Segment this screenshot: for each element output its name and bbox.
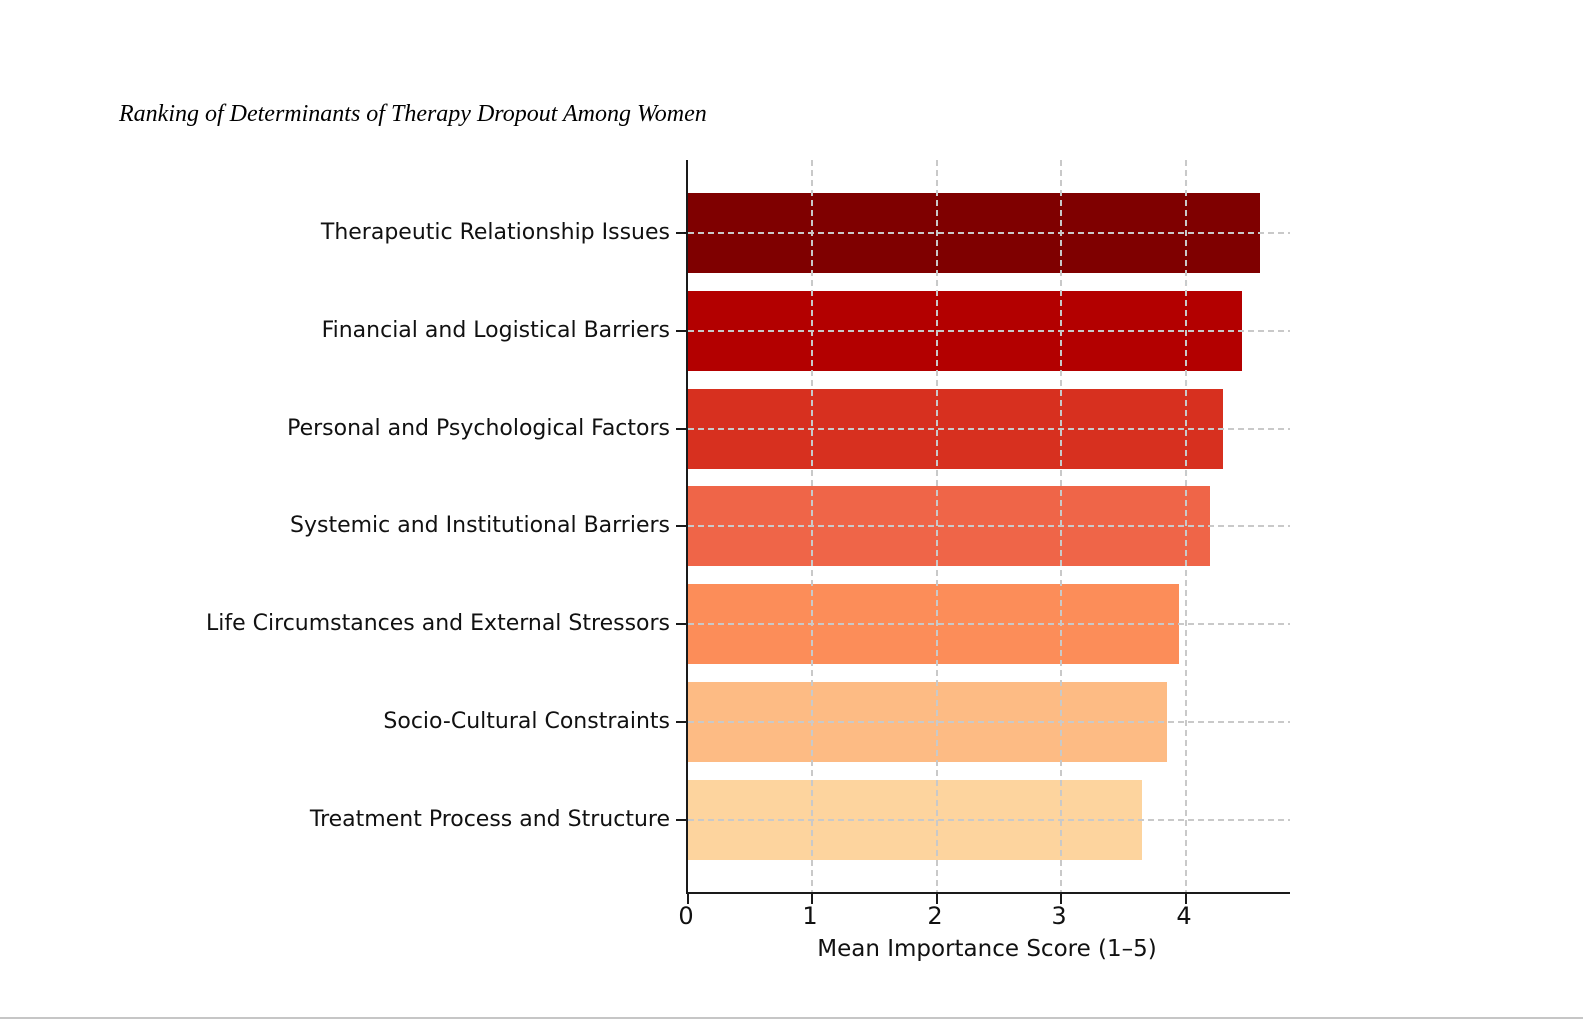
grid-h-line	[688, 232, 1290, 234]
y-tick-label: Life Circumstances and External Stressor…	[206, 611, 670, 636]
grid-h-line	[688, 330, 1290, 332]
y-tick	[676, 819, 686, 821]
y-tick-label: Systemic and Institutional Barriers	[290, 513, 670, 538]
plot-area	[676, 160, 1290, 904]
footer-divider	[0, 1017, 1583, 1019]
y-tick-label: Treatment Process and Structure	[309, 807, 670, 832]
grid-h-line	[688, 721, 1290, 723]
x-tick-label: 4	[1176, 902, 1192, 930]
y-tick-label: Socio-Cultural Constraints	[383, 709, 670, 734]
y-tick	[676, 525, 686, 527]
y-tick	[676, 721, 686, 723]
grid-h-line	[688, 428, 1290, 430]
x-axis-label: Mean Importance Score (1–5)	[817, 936, 1157, 962]
x-tick	[1185, 894, 1187, 904]
chart-title: Ranking of Determinants of Therapy Dropo…	[119, 101, 707, 127]
x-tick-label: 0	[678, 902, 694, 930]
y-tick	[676, 428, 686, 430]
y-tick	[676, 330, 686, 332]
y-tick-label: Therapeutic Relationship Issues	[320, 220, 670, 245]
x-tick-label: 2	[927, 902, 943, 930]
y-tick	[676, 623, 686, 625]
grid-h-line	[688, 819, 1290, 821]
y-tick	[676, 232, 686, 234]
y-tick-label: Personal and Psychological Factors	[287, 416, 670, 441]
x-tick	[687, 894, 689, 904]
grid-h-line	[688, 525, 1290, 527]
y-tick-label: Financial and Logistical Barriers	[321, 318, 670, 343]
x-tick	[936, 894, 938, 904]
x-tick	[1060, 894, 1062, 904]
x-tick-label: 1	[802, 902, 818, 930]
grid-h-line	[688, 623, 1290, 625]
x-tick-label: 3	[1051, 902, 1067, 930]
x-tick	[811, 894, 813, 904]
